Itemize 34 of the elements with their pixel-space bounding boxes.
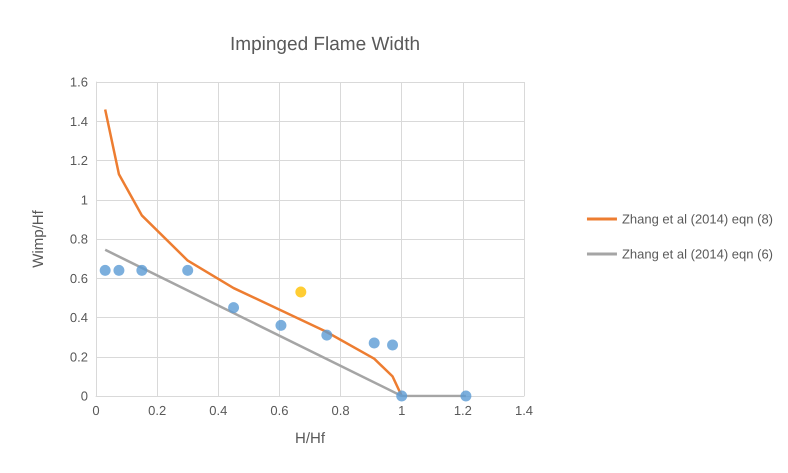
point bbox=[387, 339, 398, 350]
y-tick-label: 1.2 bbox=[70, 153, 88, 168]
x-tick-label: 0 bbox=[92, 403, 100, 418]
point bbox=[100, 264, 111, 276]
point bbox=[460, 390, 472, 402]
y-tick-label: 1.6 bbox=[70, 74, 88, 90]
x-tick-label: 0.4 bbox=[209, 403, 228, 418]
point bbox=[275, 320, 286, 331]
point bbox=[136, 264, 148, 276]
x-tick-label: 0.2 bbox=[148, 403, 166, 418]
y-tick-label: 0.2 bbox=[70, 349, 88, 364]
x-tick-label: 0.6 bbox=[270, 403, 288, 418]
x-axis-title: H/Hf bbox=[295, 430, 326, 447]
y-tick-label: 0 bbox=[80, 388, 88, 404]
point bbox=[295, 286, 306, 298]
chart-title: Impinged Flame Width bbox=[230, 34, 420, 55]
y-tick-label: 0.8 bbox=[70, 232, 88, 246]
y-tick-label: 1.4 bbox=[70, 114, 88, 129]
point bbox=[228, 302, 240, 314]
x-tick-label: 1.4 bbox=[514, 403, 534, 418]
y-axis-title: Wimp/Hf bbox=[30, 209, 47, 268]
point bbox=[182, 264, 194, 276]
legend-label: Zhang et al (2014) eqn (6) bbox=[622, 246, 774, 262]
y-tick-label: 0.4 bbox=[70, 310, 88, 325]
point bbox=[113, 264, 124, 276]
x-tick-label: 1.2 bbox=[454, 403, 472, 418]
x-tick-label: 0.8 bbox=[332, 403, 350, 418]
x-tick-label: 1 bbox=[398, 403, 406, 418]
point bbox=[396, 390, 408, 402]
y-tick-label: 1 bbox=[80, 192, 88, 208]
y-tick-label: 0.6 bbox=[70, 270, 88, 286]
legend-label: Zhang et al (2014) eqn (8) bbox=[622, 212, 774, 226]
point bbox=[321, 330, 332, 341]
point bbox=[368, 338, 380, 349]
